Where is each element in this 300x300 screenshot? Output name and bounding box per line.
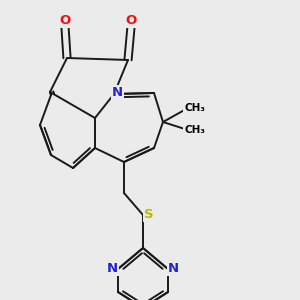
- Text: N: N: [107, 262, 118, 275]
- Text: O: O: [125, 14, 136, 27]
- Text: O: O: [59, 14, 70, 27]
- Text: S: S: [144, 208, 153, 221]
- Text: N: N: [168, 262, 179, 275]
- Text: N: N: [112, 86, 123, 99]
- Text: CH₃: CH₃: [184, 103, 205, 113]
- Text: CH₃: CH₃: [184, 125, 205, 135]
